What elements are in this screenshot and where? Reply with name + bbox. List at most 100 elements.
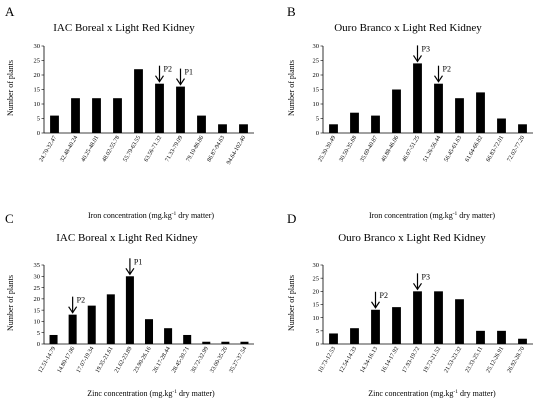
- x-axis-label-superscript: -1: [453, 211, 458, 217]
- x-axis-label-tail: dry matter): [177, 389, 215, 398]
- bar: [455, 98, 464, 133]
- y-tick-label: 5: [37, 330, 40, 337]
- bar: [125, 276, 134, 344]
- y-tick-label: 25: [313, 275, 320, 282]
- chart-panel-d: D Ouro Branco x Light Red Kidney 0 5 10 15 20 2…: [287, 211, 533, 398]
- y-tick-label: 20: [313, 72, 320, 79]
- x-tick-label: 32.48-40.24: [60, 135, 80, 163]
- annotation-arrowhead: [413, 55, 422, 63]
- bar: [183, 334, 192, 344]
- x-tick-label: 40.88-46.06: [381, 135, 401, 163]
- bar: [392, 307, 401, 344]
- x-tick-label: 79.10-86.86: [186, 135, 206, 163]
- bar: [240, 341, 249, 344]
- bar: [155, 83, 164, 133]
- x-tick-label: 94.64-102.40: [226, 135, 247, 166]
- bar: [50, 115, 59, 133]
- bar: [87, 305, 96, 344]
- bar: [221, 341, 230, 344]
- y-tick-label: 30: [313, 43, 320, 50]
- x-tick-label: 17.93-19.72: [402, 346, 422, 374]
- panel-label: D: [287, 211, 296, 226]
- x-tick-label: 25.12-26.91: [486, 346, 506, 374]
- y-tick-label: 15: [34, 307, 41, 314]
- chart-title: Ouro Branco x Light Red Kidney: [338, 232, 486, 244]
- y-tick-label: 10: [34, 319, 41, 326]
- bar: [413, 63, 422, 133]
- x-tick-label: 19.35-21.61: [95, 346, 115, 374]
- y-tick-label: 25: [34, 58, 41, 65]
- bar: [371, 309, 380, 344]
- x-axis-label-superscript: -1: [172, 389, 177, 395]
- x-tick-label: 61.64-66.82: [465, 135, 485, 163]
- y-tick-label: 0: [316, 341, 319, 348]
- x-tick-label: 48.02-55.78: [102, 135, 122, 163]
- bar: [329, 124, 338, 133]
- x-tick-label: 46.07-51.25: [402, 135, 422, 163]
- annotation-label: P2: [380, 291, 388, 300]
- x-tick-label: 56.45-61.63: [444, 135, 464, 163]
- bar: [113, 98, 122, 133]
- y-tick-label: 20: [313, 289, 320, 296]
- bar: [144, 319, 154, 344]
- x-tick-label: 35.69-40.87: [360, 135, 380, 163]
- x-tick-label: 10.73-12.53: [318, 346, 338, 374]
- x-tick-label: 71.33-79.09: [165, 135, 185, 163]
- annotation-label: P2: [164, 65, 172, 74]
- annotation-label: P3: [422, 44, 430, 53]
- y-tick-label: 35: [34, 262, 41, 269]
- bar: [134, 69, 143, 133]
- y-tick-label: 0: [316, 130, 319, 137]
- x-tick-label: 35.27-37.54: [228, 346, 248, 374]
- x-tick-label: 23.33-25.11: [465, 346, 485, 374]
- panel-label: C: [5, 211, 14, 226]
- x-tick-label: 26.92-28.70: [507, 346, 527, 374]
- x-tick-label: 12.51-14.79: [38, 346, 58, 374]
- x-tick-label: 63.56-71.32: [144, 135, 164, 163]
- bar: [239, 124, 248, 133]
- x-tick-label: 24.70-32.47: [39, 135, 59, 163]
- y-tick-label: 30: [34, 273, 41, 280]
- x-tick-label: 51.26-56.44: [423, 135, 443, 163]
- x-axis-label-tail: dry matter): [458, 389, 496, 398]
- bar: [49, 334, 58, 344]
- x-tick-label: 14.34-16.13: [360, 346, 380, 374]
- annotation-label: P2: [443, 65, 451, 74]
- annotation-arrowhead: [434, 75, 443, 83]
- x-tick-label: 12.54-14.33: [339, 346, 359, 374]
- annotation-arrowhead: [371, 301, 380, 309]
- x-axis-label-main: Zinc concentration (mg.kg: [368, 389, 453, 398]
- bar: [329, 333, 338, 344]
- bar: [92, 98, 101, 133]
- bar: [392, 89, 401, 133]
- x-axis-label: Zinc concentration (mg.kg-1 dry matter): [368, 389, 496, 398]
- x-tick-label: 21.62-23.89: [114, 346, 134, 374]
- bar: [476, 330, 485, 344]
- y-tick-label: 30: [313, 262, 320, 269]
- bar: [106, 294, 115, 344]
- y-tick-label: 15: [313, 302, 320, 309]
- annotation-label: P2: [77, 296, 85, 305]
- bar: [350, 328, 359, 344]
- chart-title: IAC Boreal x Light Red Kidney: [53, 22, 195, 34]
- bar: [413, 291, 422, 344]
- y-tick-label: 20: [34, 296, 41, 303]
- x-tick-label: 19.73-21.52: [423, 346, 443, 374]
- annotation-arrowhead: [413, 283, 422, 291]
- bar: [518, 338, 527, 344]
- y-tick-label: 0: [37, 341, 40, 348]
- y-axis-label: Number of plants: [6, 275, 15, 331]
- chart-title: IAC Boreal x Light Red Kidney: [56, 232, 198, 244]
- y-tick-label: 10: [34, 101, 41, 108]
- y-tick-label: 5: [316, 328, 319, 335]
- bar: [434, 83, 443, 133]
- y-tick-label: 0: [37, 130, 40, 137]
- annotation-label: P3: [422, 272, 430, 281]
- annotation-label: P1: [134, 257, 142, 266]
- y-tick-label: 10: [313, 315, 320, 322]
- y-tick-label: 15: [34, 87, 41, 94]
- y-tick-label: 25: [34, 285, 41, 292]
- bar: [455, 299, 464, 344]
- annotation-arrowhead: [68, 306, 78, 314]
- x-axis-label-tail: dry matter): [457, 211, 495, 220]
